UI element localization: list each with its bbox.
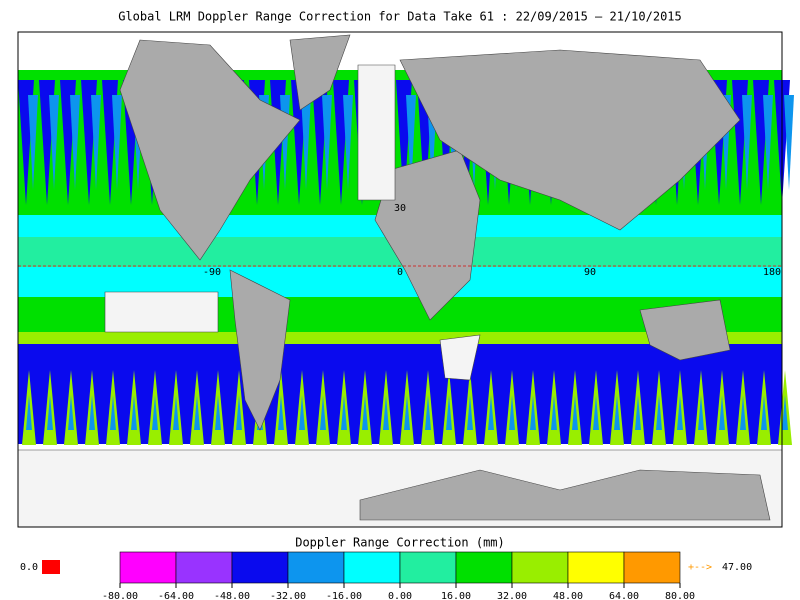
landmass [639,299,731,361]
colorbar-segment [287,551,345,584]
swath-north [91,95,101,190]
swath-south [131,395,137,430]
swath-south [47,395,53,430]
landmass [289,34,351,111]
swath-south [698,395,704,430]
swath-south [236,395,242,430]
overflow-value: 47.00 [722,562,752,573]
map-frame [17,31,783,528]
colorbar: -80.00 -64.00 -48.00 -32.00 -16.00 0.00 16.00 3… [102,551,695,600]
colorbar-tick-label: 16.00 [441,591,471,600]
swath-north [49,95,59,190]
swath-south [404,395,410,430]
map [17,34,794,528]
latitude-label: 30 [394,203,406,214]
colorbar-segment [455,551,513,584]
colorbar-tick-label: 0.00 [388,591,412,600]
colorbar-segment [175,551,233,584]
colorbar-tick-label: -32.00 [270,591,306,600]
landmass [104,291,219,333]
swath-north [343,95,353,190]
swath-south [194,395,200,430]
colorbar-tick-label: 64.00 [609,591,639,600]
landmass [119,39,301,261]
swath-south [509,395,515,430]
landmass [229,269,291,431]
swath-north [784,95,794,190]
overflow-arrow: +--> [688,562,712,573]
swath-south [677,395,683,430]
longitude-label: 180 [763,267,781,278]
swath-south [173,395,179,430]
swath-south [740,395,746,430]
swath-north [70,95,80,190]
colorbar-tick-label: -80.00 [102,591,138,600]
swath-south [320,395,326,430]
swath-north [742,95,752,190]
swath-south [551,395,557,430]
longitude-label: 0 [397,267,403,278]
swath-south [593,395,599,430]
swath-south [488,395,494,430]
colorbar-tick-label: -64.00 [158,591,194,600]
swath-south [425,395,431,430]
colorbar-tick-label: -16.00 [326,591,362,600]
swath-north [322,95,332,190]
missing-swatch [42,560,60,574]
colorbar-tick-label: 48.00 [553,591,583,600]
swath-south [383,395,389,430]
swath-south [635,395,641,430]
swath-south [530,395,536,430]
landmass [374,149,481,321]
landmass [359,469,771,521]
swath-south [572,395,578,430]
missing-label: 0.0 [20,562,38,573]
swath-south [278,395,284,430]
swath-south [215,395,221,430]
longitude-label: 90 [584,267,596,278]
colorbar-segment [231,551,289,584]
swath-south [614,395,620,430]
swath-south [656,395,662,430]
swath-south [761,395,767,430]
colorbar-title: Doppler Range Correction (mm) [295,536,505,550]
colorbar-segment [119,551,177,584]
title: Global LRM Doppler Range Correction for … [118,10,682,24]
swath-north [112,95,122,190]
swath-south [446,395,452,430]
colorbar-tick-label: -48.00 [214,591,250,600]
landmass [399,49,741,231]
landmass [357,64,396,201]
swath-south [467,395,473,430]
swath-north [301,95,311,190]
swath-south [68,395,74,430]
swath-north [28,95,38,190]
swath-south [89,395,95,430]
swath-north [763,95,773,190]
colorbar-tick-label: 80.00 [665,591,695,600]
colorbar-segment [623,551,681,584]
swath-south [341,395,347,430]
swath-north [406,95,416,190]
swath-south [299,395,305,430]
swath-south [26,395,32,430]
swath-south [152,395,158,430]
swath-band [18,332,782,344]
colorbar-segment [399,551,457,584]
landmass [439,334,481,381]
colorbar-tick-label: 32.00 [497,591,527,600]
longitude-label: -90 [203,267,221,278]
swath-south [362,395,368,430]
colorbar-segment [343,551,401,584]
colorbar-segment [567,551,625,584]
swath-south [782,395,788,430]
swath-south [110,395,116,430]
swath-south [719,395,725,430]
colorbar-segment [511,551,569,584]
